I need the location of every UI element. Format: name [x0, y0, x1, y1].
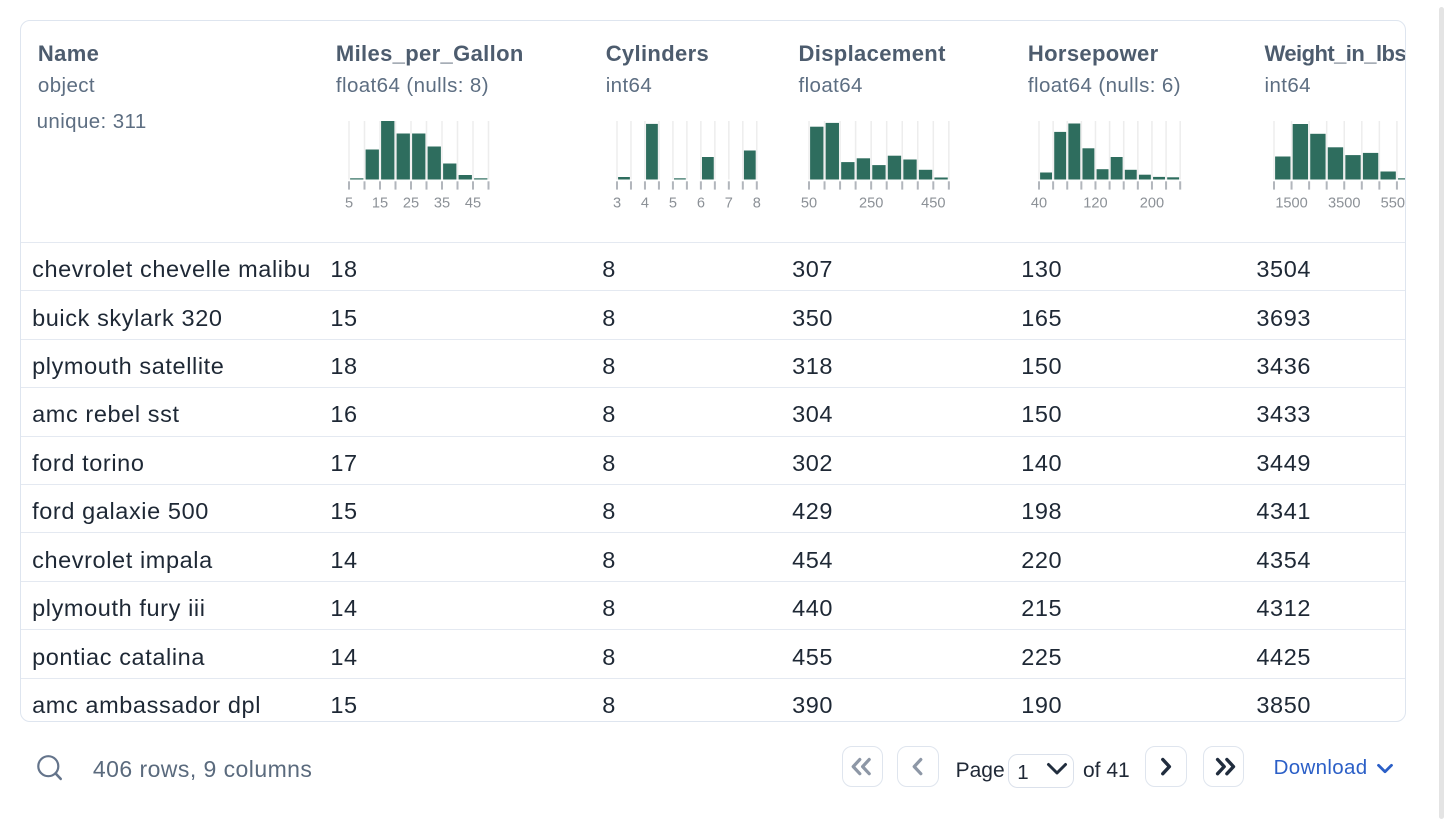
svg-text:7: 7: [725, 195, 733, 211]
svg-text:45: 45: [465, 195, 481, 211]
svg-text:5500: 5500: [1381, 195, 1406, 211]
svg-text:450: 450: [921, 195, 945, 211]
svg-text:50: 50: [801, 195, 817, 211]
svg-text:4: 4: [641, 195, 649, 211]
svg-text:5: 5: [669, 195, 677, 211]
svg-text:6: 6: [697, 195, 705, 211]
svg-text:25: 25: [403, 195, 419, 211]
svg-text:200: 200: [1140, 195, 1164, 211]
svg-text:15: 15: [372, 195, 388, 211]
svg-text:250: 250: [859, 195, 883, 211]
svg-text:3: 3: [613, 195, 621, 211]
svg-text:1500: 1500: [1275, 195, 1307, 211]
svg-text:8: 8: [753, 195, 761, 211]
svg-text:40: 40: [1031, 195, 1047, 211]
svg-text:120: 120: [1083, 195, 1107, 211]
svg-text:5: 5: [345, 195, 353, 211]
svg-text:3500: 3500: [1328, 195, 1360, 211]
svg-text:35: 35: [434, 195, 450, 211]
